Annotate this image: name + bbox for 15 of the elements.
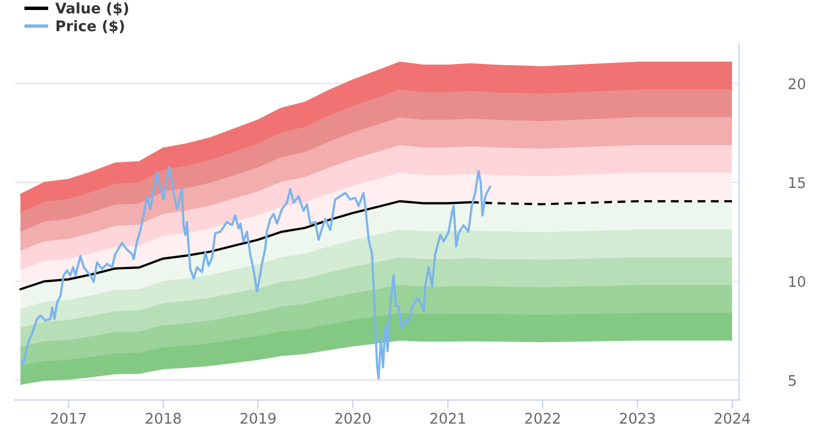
x-tick-label: 2018: [146, 412, 181, 424]
y-tick-label: 10: [789, 276, 806, 288]
x-tick-label: 2022: [525, 412, 560, 424]
x-tick-label: 2021: [430, 412, 466, 424]
y-tick-label: 5: [788, 375, 796, 386]
x-tick-label: 2017: [51, 412, 86, 424]
y-tick-label: 15: [789, 177, 805, 188]
x-tick-label: 2024: [714, 412, 750, 424]
x-tick-label: 2023: [620, 412, 655, 424]
x-tick-label: 2020: [335, 412, 370, 424]
y-tick-label: 20: [788, 78, 806, 90]
x-tick-label: 2019: [240, 412, 276, 424]
legend-label: Price ($): [56, 20, 124, 34]
legend-label: Value ($): [55, 2, 128, 16]
line-series: [20, 166, 492, 380]
